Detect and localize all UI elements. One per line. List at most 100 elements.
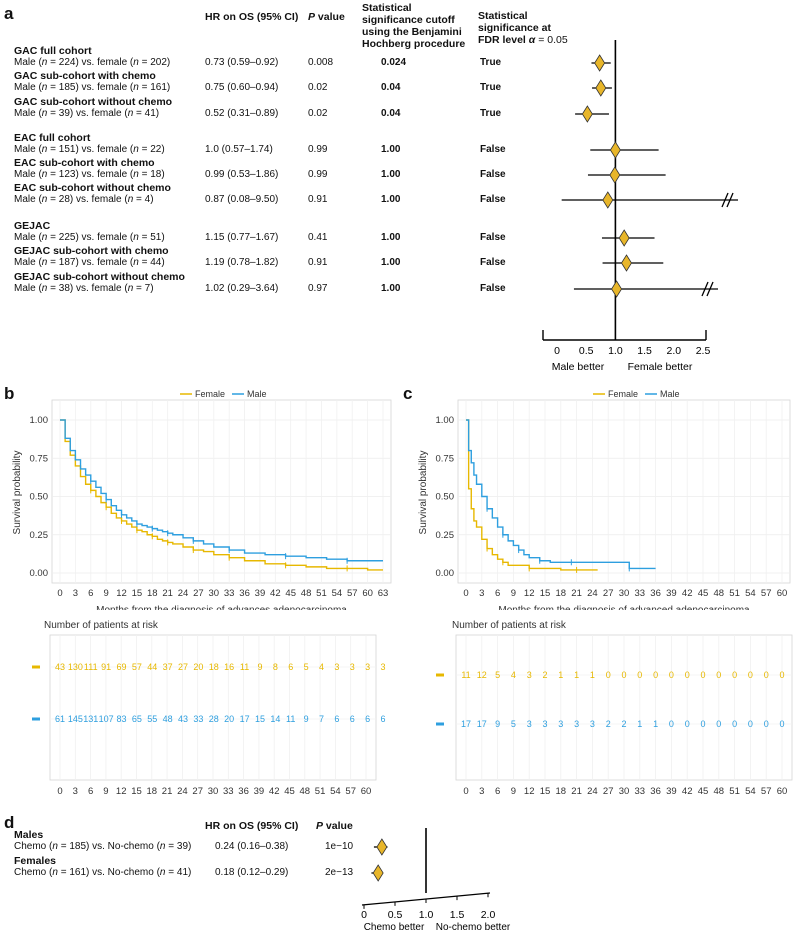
forest-d-tick-label: 1.0 [419, 909, 434, 921]
row-label-n1: = 224 [47, 57, 76, 68]
row-label: Male (n = 185) vs. female (n = 161) [14, 82, 170, 93]
risk-male-count: 0 [669, 719, 674, 729]
y-tick-label: 0.75 [436, 453, 455, 464]
risk-male-count: 65 [132, 714, 142, 724]
panel-label-a: a [4, 4, 14, 23]
risk-female-count: 1 [558, 670, 563, 680]
risk-female-count: 4 [511, 670, 516, 680]
risk-x-tick-label: 18 [556, 786, 567, 797]
row-label: Male (n = 225) vs. female (n = 51) [14, 232, 165, 243]
risk-x-tick-label: 27 [603, 786, 614, 797]
row-significance: False [480, 194, 506, 205]
row-title: Males [14, 829, 44, 841]
row-label-post: ) [161, 232, 165, 243]
panel-label-c: c [403, 384, 413, 403]
risk-female-count: 5 [304, 662, 309, 672]
row-label-mid: ) vs. female ( [75, 144, 134, 155]
row-label-n1: = 151 [47, 144, 76, 155]
row-label: Male (n = 123) vs. female (n = 18) [14, 169, 165, 180]
risk-female-count: 3 [334, 662, 339, 672]
x-tick-label: 45 [698, 588, 709, 599]
risk-table-title: Number of patients at risk [452, 620, 567, 631]
forest-d-tick-label: 2.0 [481, 909, 496, 921]
y-tick-label: 0.25 [30, 530, 49, 541]
risk-female-count: 3 [527, 670, 532, 680]
row-label-n-symbol: n [41, 194, 48, 205]
header-hr: HR on OS (95% CI) [205, 11, 299, 23]
y-tick-label: 0.75 [30, 453, 49, 464]
x-tick-label: 30 [209, 588, 220, 599]
row-cutoff: 1.00 [381, 257, 401, 268]
row-label: Male (n = 151) vs. female (n = 22) [14, 144, 165, 155]
risk-female-count: 11 [461, 670, 470, 680]
row-label-post: ) [161, 144, 165, 155]
header-pvalue: P value [308, 11, 345, 23]
row-significance: True [480, 108, 502, 119]
row-label-n1: = 161 [57, 867, 87, 878]
risk-x-tick-label: 0 [57, 786, 62, 797]
risk-female-count: 57 [132, 662, 142, 672]
risk-male-count: 17 [477, 719, 487, 729]
x-tick-label: 18 [556, 588, 567, 599]
forest-a-tick-label: 0.5 [579, 345, 594, 357]
risk-male-count: 3 [558, 719, 563, 729]
row-label-post: ) [161, 169, 165, 180]
x-tick-label: 0 [463, 588, 468, 599]
x-tick-label: 54 [332, 588, 343, 599]
risk-male-count: 3 [542, 719, 547, 729]
km-curve-female [466, 419, 598, 571]
row-label-n2: = 7 [133, 283, 151, 294]
row-label-n1: = 39 [47, 108, 70, 119]
risk-female-count: 111 [84, 662, 98, 672]
risk-female-count: 44 [147, 662, 157, 672]
x-tick-label: 33 [635, 588, 646, 599]
forest-d-tick-label: 0.5 [388, 909, 403, 921]
panel-label-b: b [4, 384, 15, 403]
risk-female-count: 0 [732, 670, 737, 680]
risk-x-tick-label: 51 [729, 786, 740, 797]
x-tick-label: 63 [378, 588, 389, 599]
km-plot-frame [51, 399, 392, 584]
row-label-n2: = 22 [138, 144, 162, 155]
row-label-n-symbol: n [41, 82, 48, 93]
hr-point-diamond [611, 280, 623, 298]
row-label-n-symbol: n [41, 144, 48, 155]
hr-point-diamond [594, 54, 606, 72]
hr-point-diamond [581, 105, 593, 123]
row-label-pre: Male ( [14, 57, 42, 68]
row-label: Male (n = 28) vs. female (n = 4) [14, 194, 154, 205]
header-p-italic: P [308, 11, 316, 23]
risk-male-count: 48 [163, 714, 173, 724]
risk-female-count: 12 [477, 670, 487, 680]
row-label-pre: Male ( [14, 108, 42, 119]
row-hr-ci: 0.73 (0.59–0.92) [205, 57, 279, 68]
row-cutoff: 1.00 [381, 194, 401, 205]
risk-female-count: 0 [716, 670, 721, 680]
risk-x-tick-label: 9 [511, 786, 516, 797]
d-header-hr: HR on OS (95% CI) [205, 820, 299, 832]
risk-male-count: 145 [68, 714, 83, 724]
header-cutoff-line: Hochberg procedure [362, 38, 466, 50]
row-hr-ci: 0.24 (0.16–0.38) [215, 841, 289, 852]
risk-male-count: 2 [606, 719, 611, 729]
risk-x-tick-label: 12 [116, 786, 127, 797]
risk-male-count: 3 [590, 719, 595, 729]
risk-male-count: 9 [495, 719, 500, 729]
risk-x-tick-label: 54 [330, 786, 341, 797]
legend-label: Female [608, 389, 638, 399]
risk-female-count: 3 [365, 662, 370, 672]
row-cutoff: 1.00 [381, 169, 401, 180]
y-tick-label: 0.50 [30, 492, 49, 503]
row-label-n-symbol: n [133, 169, 139, 180]
x-tick-label: 60 [777, 588, 788, 599]
row-title: EAC full cohort [14, 132, 91, 144]
x-tick-label: 42 [270, 588, 281, 599]
row-hr-ci: 1.0 (0.57–1.74) [205, 144, 273, 155]
row-label-n-symbol: n [41, 169, 48, 180]
risk-female-count: 1 [574, 670, 579, 680]
row-title: Females [14, 855, 57, 867]
row-label-post: ) [161, 257, 165, 268]
x-tick-label: 36 [650, 588, 661, 599]
risk-female-count: 130 [68, 662, 83, 672]
